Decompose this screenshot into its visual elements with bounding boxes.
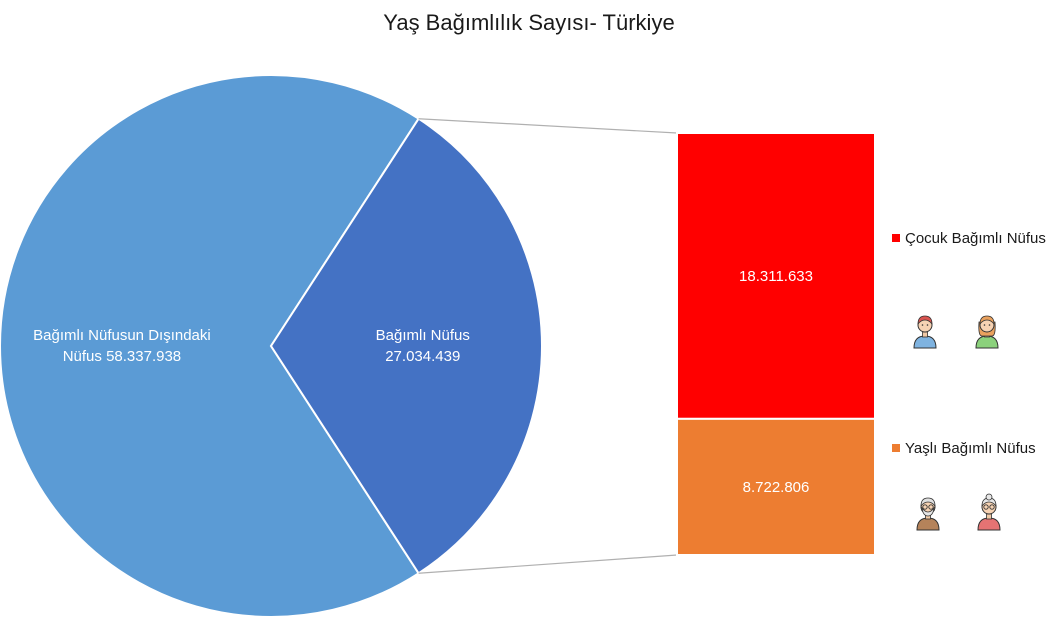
- old-woman-icon: [977, 493, 1001, 531]
- pie-label-dependent-line2: 27.034.439: [385, 348, 460, 365]
- pie-chart: Bağımlı Nüfusun Dışındaki Nüfus 58.337.93…: [0, 74, 543, 618]
- legend-label-child: Çocuk Bağımlı Nüfus: [905, 230, 1046, 247]
- legend-swatch-child: [892, 234, 900, 242]
- legend: Çocuk Bağımlı Nüfus Yaşlı Bağımlı Nüfus: [892, 230, 1046, 457]
- bar-segment-elderly: [676, 417, 876, 556]
- pie-label-independent-line1: Bağımlı Nüfusun Dışındaki: [33, 327, 211, 344]
- connector-line-top: [418, 118, 678, 134]
- girl-icon: [975, 315, 999, 349]
- breakdown-connectors: [418, 118, 678, 574]
- bar-label-elderly: 8.722.806: [743, 479, 810, 496]
- boy-icon: [913, 315, 937, 349]
- bar-label-child: 18.311.633: [739, 268, 813, 285]
- pie-label-dependent-line1: Bağımlı Nüfus: [376, 327, 470, 344]
- pie-slice-dependent: [269, 117, 543, 575]
- chart-title: Yaş Bağımlılık Sayısı- Türkiye: [383, 10, 674, 35]
- old-man-icon: [916, 497, 940, 531]
- breakdown-bar: 18.311.633 8.722.806: [676, 132, 876, 556]
- legend-swatch-elderly: [892, 444, 900, 452]
- connector-line-bottom: [418, 554, 678, 574]
- pie-slice-independent: [0, 74, 420, 618]
- person-icons: [913, 315, 1001, 531]
- bar-segment-child: [676, 132, 876, 420]
- pie-label-independent-line2: Nüfus 58.337.938: [63, 348, 181, 365]
- legend-label-elderly: Yaşlı Bağımlı Nüfus: [905, 440, 1036, 457]
